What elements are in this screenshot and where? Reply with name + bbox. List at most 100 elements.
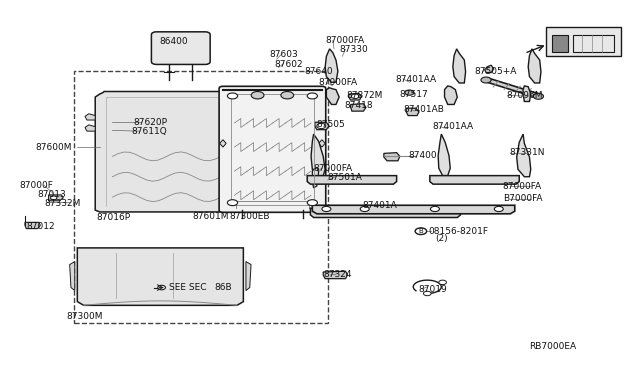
Polygon shape bbox=[307, 176, 397, 184]
Circle shape bbox=[251, 92, 264, 99]
Text: 87601M: 87601M bbox=[192, 212, 228, 221]
Circle shape bbox=[405, 90, 414, 95]
Bar bbox=[74, 71, 328, 323]
Polygon shape bbox=[312, 167, 319, 188]
Circle shape bbox=[533, 93, 543, 99]
Polygon shape bbox=[384, 153, 400, 161]
Text: 86B: 86B bbox=[214, 283, 232, 292]
Text: 87640: 87640 bbox=[304, 67, 333, 76]
Polygon shape bbox=[95, 92, 234, 212]
Polygon shape bbox=[70, 262, 75, 291]
Text: 87400: 87400 bbox=[408, 151, 436, 160]
Circle shape bbox=[494, 206, 503, 212]
Text: 87620P: 87620P bbox=[133, 118, 167, 127]
Text: 86400: 86400 bbox=[159, 37, 188, 46]
Polygon shape bbox=[528, 49, 541, 83]
Polygon shape bbox=[85, 125, 95, 131]
Text: 87602: 87602 bbox=[274, 60, 303, 69]
Circle shape bbox=[158, 285, 166, 290]
Text: 87603: 87603 bbox=[269, 50, 298, 59]
Text: 87401A: 87401A bbox=[363, 201, 397, 210]
Polygon shape bbox=[49, 195, 63, 201]
FancyBboxPatch shape bbox=[152, 32, 210, 64]
Polygon shape bbox=[246, 262, 251, 291]
Polygon shape bbox=[220, 140, 226, 147]
Polygon shape bbox=[430, 176, 519, 184]
Circle shape bbox=[415, 228, 427, 235]
Polygon shape bbox=[453, 49, 466, 83]
Text: 87401AB: 87401AB bbox=[403, 105, 444, 114]
Bar bbox=[552, 35, 568, 52]
Text: 87401AA: 87401AA bbox=[433, 122, 474, 131]
Circle shape bbox=[481, 77, 491, 83]
Text: 87013: 87013 bbox=[38, 190, 67, 199]
Polygon shape bbox=[311, 134, 325, 176]
Circle shape bbox=[51, 196, 57, 200]
Bar bbox=[546, 27, 621, 55]
Polygon shape bbox=[325, 49, 338, 82]
Text: 87000FA: 87000FA bbox=[314, 164, 353, 173]
Circle shape bbox=[360, 206, 369, 212]
Text: 87012: 87012 bbox=[26, 221, 55, 231]
Text: SEE SEC: SEE SEC bbox=[170, 283, 207, 292]
Text: 87000FA: 87000FA bbox=[319, 78, 358, 87]
Polygon shape bbox=[319, 140, 325, 147]
Text: 87000F: 87000F bbox=[20, 181, 54, 190]
Circle shape bbox=[227, 93, 237, 99]
Text: 87016P: 87016P bbox=[97, 213, 131, 222]
Circle shape bbox=[351, 94, 359, 99]
Circle shape bbox=[424, 291, 431, 296]
Text: 87331N: 87331N bbox=[509, 148, 545, 157]
Polygon shape bbox=[516, 134, 531, 177]
Text: 87300M: 87300M bbox=[67, 312, 103, 321]
Bar bbox=[573, 35, 614, 52]
Text: B: B bbox=[419, 228, 423, 234]
Polygon shape bbox=[445, 86, 458, 105]
Text: (2): (2) bbox=[435, 234, 447, 243]
Polygon shape bbox=[77, 248, 243, 305]
Polygon shape bbox=[484, 78, 540, 98]
Circle shape bbox=[439, 280, 447, 285]
Circle shape bbox=[227, 200, 237, 206]
Text: 87324: 87324 bbox=[323, 270, 352, 279]
Text: 87600M: 87600M bbox=[36, 142, 72, 151]
Polygon shape bbox=[406, 108, 419, 116]
Polygon shape bbox=[310, 208, 461, 218]
Text: 87019: 87019 bbox=[419, 285, 447, 294]
Text: B7000FA: B7000FA bbox=[502, 194, 542, 203]
Text: 87332M: 87332M bbox=[44, 199, 81, 208]
Polygon shape bbox=[312, 205, 515, 214]
Text: 87505+A: 87505+A bbox=[474, 67, 517, 76]
Text: 87401AA: 87401AA bbox=[396, 75, 436, 84]
Polygon shape bbox=[85, 114, 95, 120]
Text: 87501A: 87501A bbox=[328, 173, 362, 182]
Polygon shape bbox=[326, 88, 339, 105]
Text: 87330: 87330 bbox=[339, 45, 368, 54]
Circle shape bbox=[307, 93, 317, 99]
Text: 87611Q: 87611Q bbox=[132, 126, 167, 136]
Polygon shape bbox=[351, 104, 366, 111]
Text: 87096M: 87096M bbox=[506, 91, 543, 100]
FancyBboxPatch shape bbox=[219, 86, 326, 212]
Circle shape bbox=[317, 124, 326, 129]
Text: 87000FA: 87000FA bbox=[502, 182, 542, 190]
Circle shape bbox=[322, 206, 331, 212]
Polygon shape bbox=[315, 122, 329, 130]
Polygon shape bbox=[25, 222, 40, 229]
Circle shape bbox=[307, 200, 317, 206]
Text: 87517: 87517 bbox=[400, 90, 429, 99]
Polygon shape bbox=[438, 134, 451, 176]
Polygon shape bbox=[523, 86, 531, 102]
Polygon shape bbox=[323, 271, 348, 279]
Text: 87872M: 87872M bbox=[347, 91, 383, 100]
Text: 87418: 87418 bbox=[344, 101, 373, 110]
Text: 87000FA: 87000FA bbox=[325, 36, 364, 45]
Text: RB7000EA: RB7000EA bbox=[529, 341, 577, 350]
Polygon shape bbox=[349, 93, 362, 100]
Circle shape bbox=[281, 92, 294, 99]
Text: 87300EB: 87300EB bbox=[229, 212, 270, 221]
Text: 87505: 87505 bbox=[316, 120, 345, 129]
Circle shape bbox=[431, 206, 440, 212]
Bar bbox=[230, 94, 314, 205]
Text: 08156-8201F: 08156-8201F bbox=[429, 227, 488, 236]
